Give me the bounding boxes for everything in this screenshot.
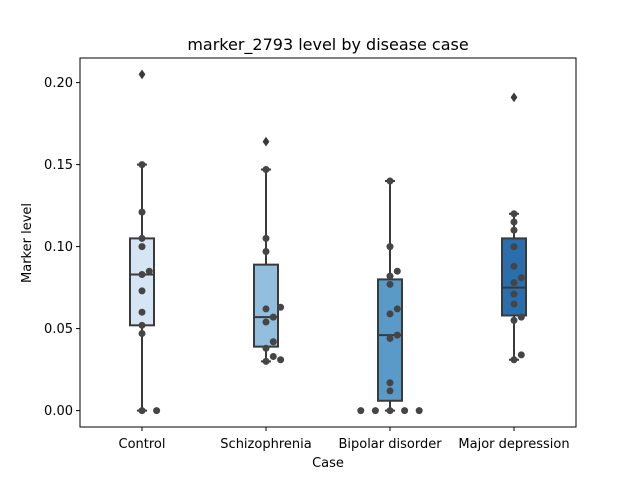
- data-point: [138, 234, 146, 242]
- data-point: [386, 177, 394, 185]
- outlier-point: [138, 69, 146, 80]
- plot-frame: [79, 57, 577, 428]
- data-point: [510, 226, 518, 234]
- plot-area: [129, 69, 527, 415]
- data-point: [510, 316, 518, 324]
- data-point: [262, 344, 270, 352]
- data-point: [510, 279, 518, 287]
- data-point: [262, 357, 270, 365]
- data-point: [138, 330, 146, 338]
- data-point: [510, 262, 518, 270]
- y-tick-label: 0.00: [44, 404, 73, 419]
- data-point: [386, 379, 394, 387]
- data-point: [371, 407, 379, 415]
- data-point: [386, 334, 394, 342]
- data-point: [510, 300, 518, 308]
- data-point: [510, 356, 518, 364]
- data-point: [386, 243, 394, 251]
- data-point: [262, 318, 270, 326]
- data-point: [517, 274, 525, 282]
- data-point: [138, 321, 146, 329]
- data-point: [510, 218, 518, 226]
- data-point: [262, 305, 270, 313]
- data-point: [386, 407, 394, 415]
- data-point: [393, 305, 401, 313]
- data-point: [138, 270, 146, 278]
- data-point: [386, 310, 394, 318]
- data-point: [269, 352, 277, 360]
- data-point: [401, 407, 409, 415]
- data-point: [510, 210, 518, 218]
- data-point: [138, 407, 146, 415]
- chart-title: marker_2793 level by disease case: [187, 35, 468, 55]
- data-point: [153, 407, 161, 415]
- x-tick-label: Control: [119, 437, 166, 452]
- data-point: [510, 243, 518, 251]
- outlier-point: [262, 136, 270, 147]
- data-point: [386, 387, 394, 395]
- data-point: [262, 234, 270, 242]
- y-tick-label: 0.10: [44, 240, 73, 255]
- outlier-point: [510, 92, 518, 103]
- data-point: [277, 303, 285, 311]
- x-tick-label: Bipolar disorder: [338, 437, 442, 452]
- data-point: [262, 166, 270, 174]
- y-tick-label: 0.15: [44, 158, 73, 173]
- x-axis-label: Case: [312, 456, 344, 471]
- data-point: [510, 290, 518, 298]
- data-point: [393, 331, 401, 339]
- x-tick-label: Schizophrenia: [220, 437, 311, 452]
- data-point: [386, 272, 394, 280]
- data-point: [145, 267, 153, 275]
- data-point: [138, 161, 146, 169]
- data-point: [138, 287, 146, 295]
- data-point: [138, 208, 146, 216]
- data-point: [138, 308, 146, 316]
- data-point: [386, 280, 394, 288]
- data-point: [517, 313, 525, 321]
- data-point: [262, 248, 270, 256]
- x-tick-label: Major depression: [458, 437, 569, 452]
- data-point: [269, 338, 277, 346]
- y-tick-label: 0.20: [44, 76, 73, 91]
- y-tick-label: 0.05: [44, 322, 73, 337]
- data-point: [269, 313, 277, 321]
- data-point: [138, 243, 146, 251]
- data-point: [415, 407, 423, 415]
- data-point: [277, 356, 285, 364]
- data-point: [393, 267, 401, 275]
- data-point: [517, 351, 525, 359]
- y-axis-label: Marker level: [20, 203, 35, 283]
- data-point: [357, 407, 365, 415]
